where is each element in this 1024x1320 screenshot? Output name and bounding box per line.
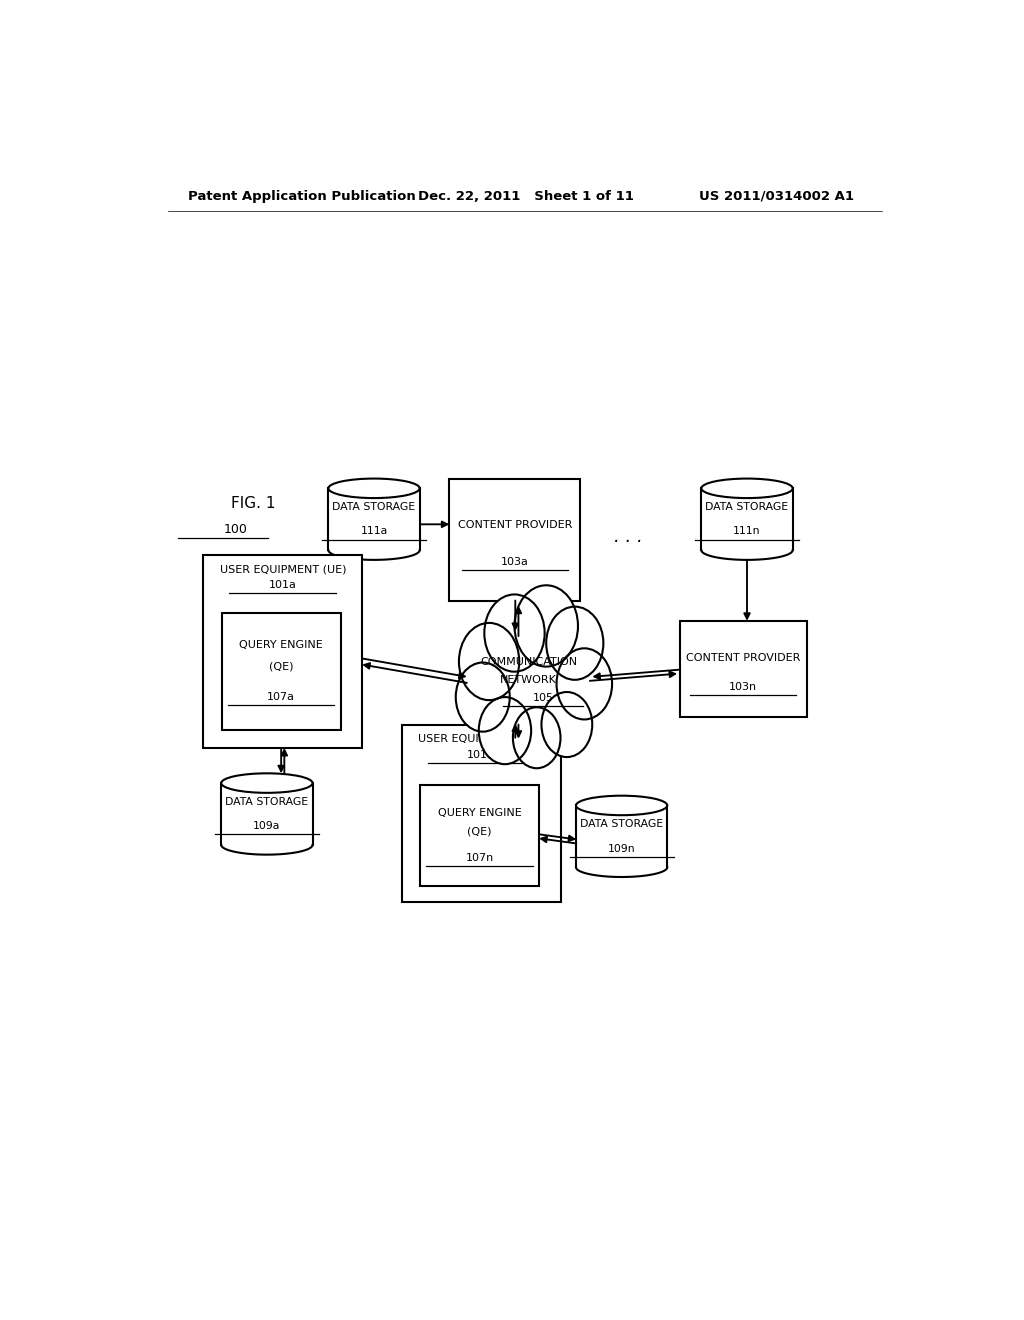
Circle shape (514, 585, 578, 667)
Ellipse shape (221, 774, 312, 793)
Text: USER EQUIPMENT (UE): USER EQUIPMENT (UE) (418, 734, 545, 743)
Text: DATA STORAGE: DATA STORAGE (333, 502, 416, 512)
Circle shape (489, 626, 577, 738)
Text: . . .: . . . (613, 528, 642, 545)
Text: NETWORK: NETWORK (501, 675, 557, 685)
Circle shape (546, 607, 603, 680)
Text: 107a: 107a (267, 692, 295, 702)
Text: FIG. 1: FIG. 1 (231, 496, 275, 511)
FancyBboxPatch shape (204, 554, 362, 748)
Text: 103a: 103a (501, 557, 528, 566)
Text: COMMUNICATION: COMMUNICATION (480, 656, 578, 667)
Text: 100: 100 (223, 523, 247, 536)
Text: QUERY ENGINE: QUERY ENGINE (240, 640, 323, 651)
FancyBboxPatch shape (680, 620, 807, 718)
Text: Patent Application Publication: Patent Application Publication (187, 190, 416, 202)
Polygon shape (575, 805, 668, 867)
FancyBboxPatch shape (450, 479, 581, 601)
Text: 109n: 109n (608, 843, 636, 854)
Circle shape (484, 594, 545, 672)
FancyBboxPatch shape (221, 612, 341, 730)
Ellipse shape (329, 479, 420, 498)
Text: (QE): (QE) (467, 826, 492, 837)
Text: QUERY ENGINE: QUERY ENGINE (437, 808, 521, 818)
Circle shape (557, 648, 612, 719)
Ellipse shape (701, 479, 793, 498)
Polygon shape (701, 488, 793, 550)
Text: CONTENT PROVIDER: CONTENT PROVIDER (458, 520, 572, 529)
Text: US 2011/0314002 A1: US 2011/0314002 A1 (699, 190, 854, 202)
Text: 111a: 111a (360, 527, 388, 536)
Text: 107n: 107n (466, 853, 494, 863)
Text: Dec. 22, 2011   Sheet 1 of 11: Dec. 22, 2011 Sheet 1 of 11 (418, 190, 634, 202)
Circle shape (513, 708, 560, 768)
FancyBboxPatch shape (401, 725, 560, 903)
Polygon shape (221, 783, 312, 845)
Polygon shape (329, 488, 420, 550)
Circle shape (542, 692, 592, 758)
Circle shape (459, 623, 519, 700)
Text: DATA STORAGE: DATA STORAGE (225, 797, 308, 807)
Text: USER EQUIPMENT (UE): USER EQUIPMENT (UE) (219, 564, 346, 574)
Text: 111n: 111n (733, 527, 761, 536)
FancyBboxPatch shape (420, 784, 539, 886)
Text: (QE): (QE) (269, 661, 294, 672)
Text: 103n: 103n (729, 681, 757, 692)
Text: 101n: 101n (467, 750, 496, 760)
Text: DATA STORAGE: DATA STORAGE (580, 820, 664, 829)
Text: 101a: 101a (269, 581, 297, 590)
Text: 105: 105 (532, 693, 554, 704)
Text: 109a: 109a (253, 821, 281, 832)
Circle shape (479, 697, 531, 764)
Ellipse shape (575, 796, 668, 816)
Text: CONTENT PROVIDER: CONTENT PROVIDER (686, 652, 800, 663)
Circle shape (456, 663, 510, 731)
Text: DATA STORAGE: DATA STORAGE (706, 502, 788, 512)
